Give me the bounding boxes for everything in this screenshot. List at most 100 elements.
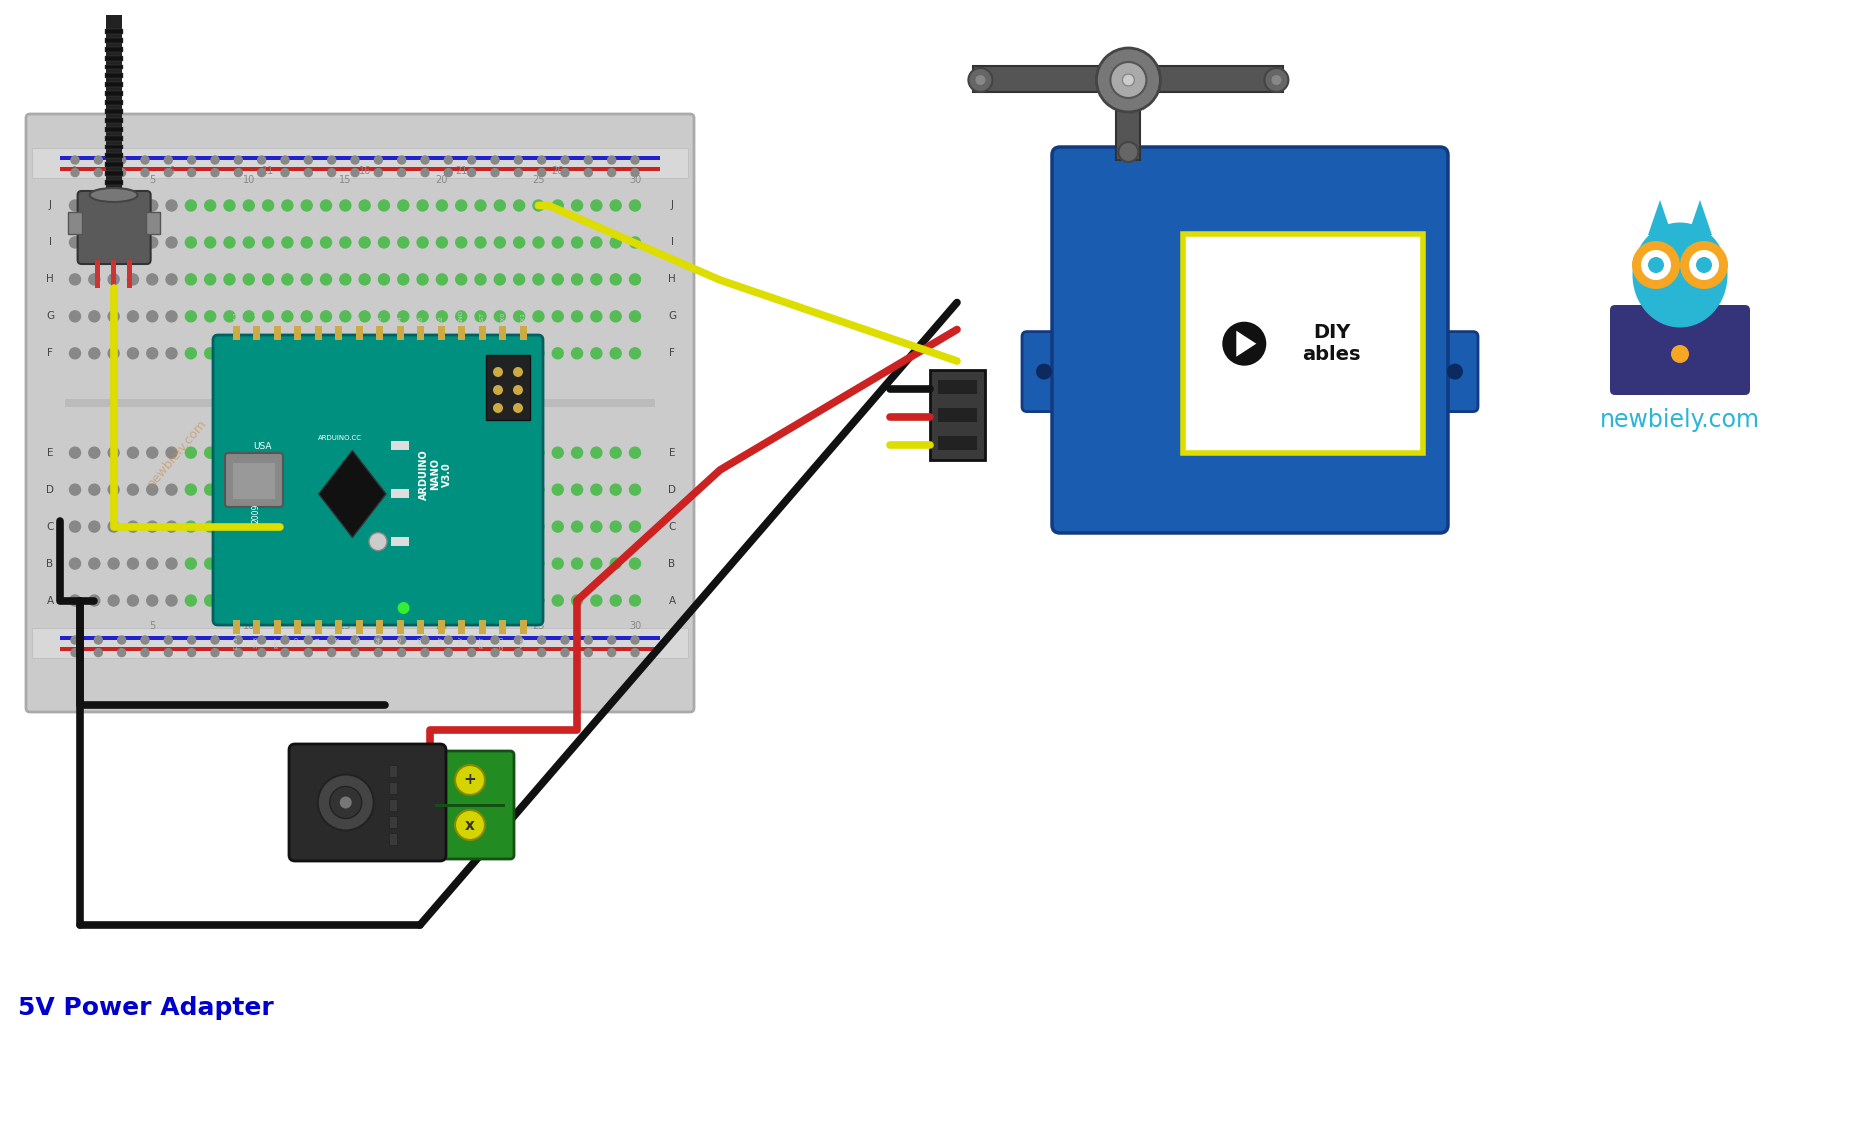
Circle shape (88, 595, 99, 606)
Text: D8: D8 (315, 315, 321, 324)
Circle shape (263, 237, 274, 248)
Circle shape (244, 237, 255, 248)
Circle shape (204, 310, 216, 322)
Circle shape (204, 273, 216, 285)
Circle shape (608, 156, 615, 164)
Bar (336, 326, 341, 340)
Circle shape (398, 237, 409, 248)
Circle shape (437, 447, 446, 458)
Circle shape (321, 521, 332, 532)
Circle shape (69, 558, 81, 569)
Circle shape (281, 636, 289, 643)
Circle shape (475, 595, 486, 606)
Text: A2: A2 (336, 636, 341, 645)
Circle shape (398, 649, 405, 657)
Circle shape (1672, 345, 1688, 363)
Bar (938, 380, 977, 394)
Bar (388, 799, 398, 811)
Circle shape (398, 200, 409, 212)
Text: RX0: RX0 (501, 312, 505, 324)
Circle shape (302, 310, 311, 322)
Circle shape (552, 310, 563, 322)
Circle shape (109, 237, 118, 248)
Text: E: E (668, 448, 675, 458)
Ellipse shape (90, 188, 137, 202)
Circle shape (416, 273, 428, 285)
Circle shape (358, 348, 370, 359)
Bar (520, 326, 527, 340)
Circle shape (244, 484, 255, 495)
Text: +: + (463, 773, 477, 788)
Circle shape (630, 273, 640, 285)
Bar (388, 816, 398, 828)
Circle shape (167, 558, 176, 569)
Text: A1: A1 (315, 636, 321, 645)
Text: D3: D3 (418, 315, 422, 324)
Circle shape (263, 521, 274, 532)
Bar (105, 47, 122, 52)
Circle shape (340, 200, 351, 212)
Circle shape (630, 348, 640, 359)
Circle shape (591, 447, 602, 458)
Bar (233, 464, 276, 500)
Circle shape (420, 169, 430, 177)
FancyBboxPatch shape (77, 191, 150, 264)
Bar (105, 127, 122, 132)
Circle shape (533, 595, 544, 606)
Circle shape (456, 521, 467, 532)
Circle shape (572, 200, 583, 212)
Circle shape (514, 558, 525, 569)
Circle shape (167, 348, 176, 359)
Bar (478, 620, 486, 634)
Circle shape (188, 649, 195, 657)
Bar (105, 171, 122, 177)
Circle shape (302, 484, 311, 495)
Text: TX1: TX1 (520, 312, 525, 324)
Circle shape (475, 484, 486, 495)
Circle shape (165, 649, 173, 657)
Circle shape (630, 595, 640, 606)
Bar (233, 326, 240, 340)
Bar (105, 153, 122, 159)
Circle shape (69, 447, 81, 458)
Circle shape (398, 169, 405, 177)
Text: D13: D13 (233, 636, 238, 649)
Circle shape (456, 237, 467, 248)
Bar (355, 326, 362, 340)
Circle shape (165, 156, 173, 164)
Bar (938, 408, 977, 422)
Circle shape (88, 200, 99, 212)
Bar (105, 64, 122, 70)
Circle shape (358, 200, 370, 212)
Circle shape (398, 595, 409, 606)
Circle shape (281, 595, 293, 606)
Text: GND: GND (501, 636, 505, 650)
Circle shape (398, 310, 409, 322)
Circle shape (475, 310, 486, 322)
Circle shape (437, 348, 446, 359)
Circle shape (552, 484, 563, 495)
FancyBboxPatch shape (1022, 332, 1067, 412)
Circle shape (416, 521, 428, 532)
Circle shape (167, 521, 176, 532)
Circle shape (456, 200, 467, 212)
Text: VIN: VIN (520, 636, 525, 647)
Circle shape (167, 200, 176, 212)
Circle shape (321, 484, 332, 495)
Text: USA: USA (253, 442, 272, 451)
Circle shape (109, 558, 118, 569)
Circle shape (572, 521, 583, 532)
Circle shape (420, 636, 430, 643)
Circle shape (514, 649, 522, 657)
Circle shape (512, 367, 523, 377)
Circle shape (244, 273, 255, 285)
Text: 3V3: 3V3 (253, 636, 259, 648)
FancyBboxPatch shape (1184, 234, 1424, 453)
Circle shape (583, 636, 593, 643)
Circle shape (416, 484, 428, 495)
Circle shape (141, 156, 148, 164)
Circle shape (492, 169, 499, 177)
Circle shape (591, 521, 602, 532)
Bar (105, 82, 122, 88)
Circle shape (263, 273, 274, 285)
